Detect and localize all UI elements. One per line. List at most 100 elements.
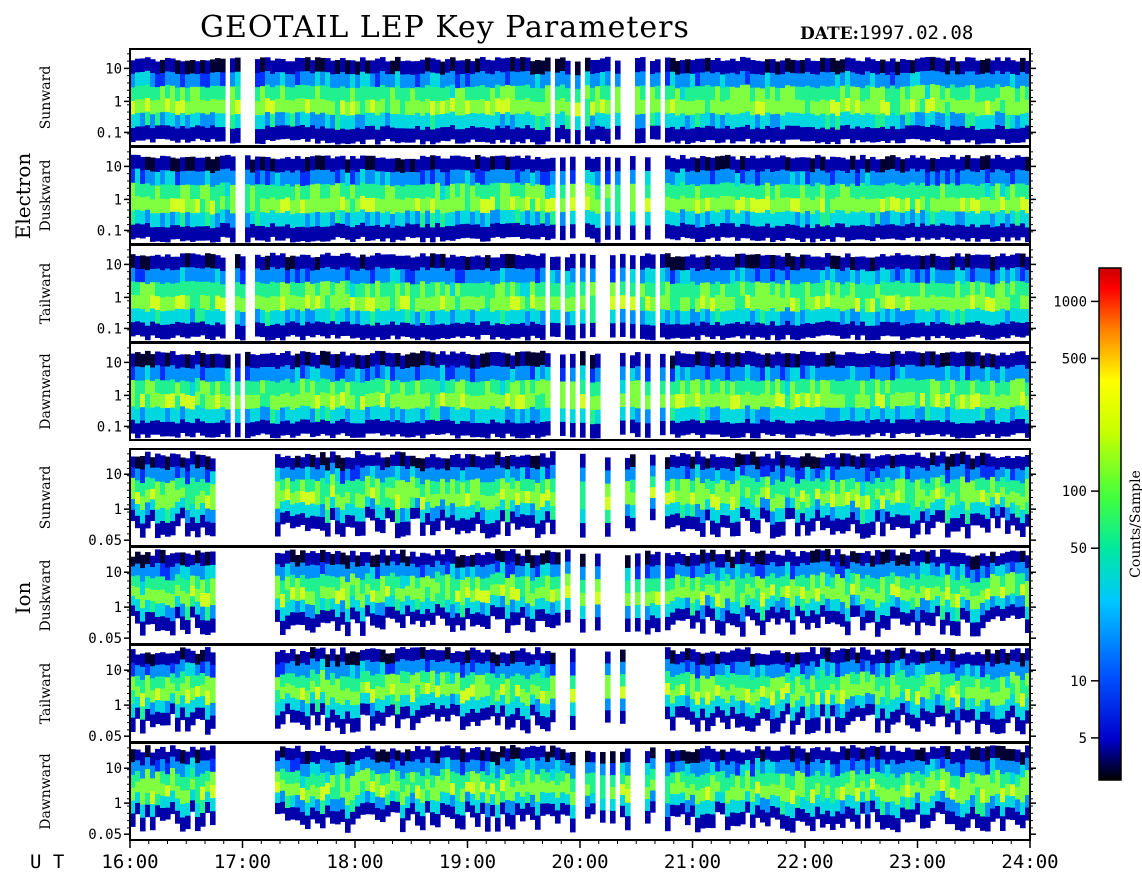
- heat-cell: [435, 73, 441, 88]
- heat-cell: [935, 488, 941, 500]
- heat-cell: [620, 352, 626, 367]
- heat-cell: [380, 98, 386, 114]
- heat-cell: [465, 454, 471, 468]
- heat-cell: [765, 72, 771, 87]
- heat-cell: [955, 172, 961, 186]
- heat-cell: [355, 368, 361, 383]
- heat-cell: [500, 499, 506, 511]
- heat-cell: [330, 508, 336, 520]
- heat-cell: [755, 469, 761, 483]
- heat-cell: [570, 310, 576, 326]
- heat-cell: [255, 394, 261, 409]
- heat-cell: [180, 419, 186, 433]
- heat-cell: [995, 211, 1001, 227]
- heat-cell: [645, 253, 651, 269]
- heat-cell: [710, 467, 716, 482]
- heat-cell: [870, 392, 876, 407]
- heat-cell: [880, 198, 886, 213]
- heat-cell: [390, 254, 396, 269]
- heat-cell: [765, 510, 771, 523]
- heat-cell: [180, 507, 186, 519]
- heat-cell: [745, 157, 751, 172]
- heat-cell: [320, 254, 326, 269]
- heat-cell: [470, 354, 476, 370]
- heat-cell: [970, 57, 976, 72]
- heat-cell: [165, 509, 171, 524]
- heat-cell: [845, 227, 851, 242]
- heat-cell: [925, 379, 931, 394]
- heat-cell: [780, 169, 786, 185]
- heat-cell: [835, 295, 841, 310]
- heat-cell: [1025, 423, 1031, 438]
- heat-cell: [910, 454, 916, 470]
- heat-cell: [655, 85, 661, 100]
- heat-cell: [185, 422, 191, 437]
- heat-cell: [435, 457, 441, 471]
- heat-cell: [945, 129, 951, 145]
- heat-cell: [580, 253, 586, 269]
- heat-cell: [785, 423, 791, 438]
- heat-cell: [495, 257, 501, 272]
- heat-cell: [700, 523, 706, 537]
- heat-cell: [915, 493, 921, 508]
- heat-cell: [605, 128, 611, 144]
- heat-cell: [545, 421, 551, 436]
- heat-cell: [845, 393, 851, 408]
- heat-cell: [155, 61, 161, 75]
- heat-cell: [955, 295, 961, 310]
- heat-cell: [315, 355, 321, 369]
- heat-cell: [350, 503, 356, 516]
- heat-cell: [315, 85, 321, 101]
- heat-cell: [290, 355, 296, 370]
- heat-cell: [915, 520, 921, 535]
- heat-cell: [805, 365, 811, 381]
- heat-cell: [275, 323, 281, 339]
- heat-cell: [880, 113, 886, 128]
- heat-cell: [880, 159, 886, 173]
- heat-cell: [940, 366, 946, 382]
- heat-cell: [190, 322, 196, 337]
- heat-cell: [170, 270, 176, 285]
- heat-cell: [465, 170, 471, 185]
- heat-cell: [865, 523, 871, 538]
- heat-cell: [695, 158, 701, 173]
- heat-cell: [920, 269, 926, 284]
- heat-cell: [885, 210, 891, 226]
- heat-cell: [700, 100, 706, 115]
- heat-cell: [985, 183, 991, 198]
- heat-cell: [815, 101, 821, 116]
- heat-cell: [780, 60, 786, 75]
- heat-cell: [305, 157, 311, 172]
- heat-cell: [220, 297, 226, 312]
- heat-cell: [500, 395, 506, 410]
- heat-cell: [865, 284, 871, 300]
- heat-cell: [330, 60, 336, 75]
- heat-cell: [900, 311, 906, 326]
- heat-cell: [800, 406, 806, 421]
- heat-cell: [195, 454, 201, 469]
- heat-cell: [725, 99, 731, 114]
- heat-cell: [955, 267, 961, 282]
- heat-cell: [895, 514, 901, 527]
- heat-cell: [260, 283, 266, 298]
- heat-cell: [510, 254, 516, 269]
- heat-cell: [765, 99, 771, 114]
- heat-cell: [875, 61, 881, 75]
- heat-cell: [975, 158, 981, 173]
- heat-cell: [410, 88, 416, 103]
- heat-cell: [490, 468, 496, 483]
- heat-cell: [770, 321, 776, 336]
- heat-cell: [615, 171, 621, 186]
- heat-cell: [340, 114, 346, 130]
- heat-cell: [275, 199, 281, 214]
- heat-cell: [415, 498, 421, 509]
- heat-cell: [885, 511, 891, 524]
- heat-cell: [485, 100, 491, 116]
- heat-cell: [945, 523, 951, 538]
- heat-cell: [740, 381, 746, 396]
- heat-cell: [370, 498, 376, 510]
- heat-cell: [170, 198, 176, 213]
- heat-cell: [370, 73, 376, 88]
- heat-cell: [905, 224, 911, 238]
- heat-cell: [375, 184, 381, 199]
